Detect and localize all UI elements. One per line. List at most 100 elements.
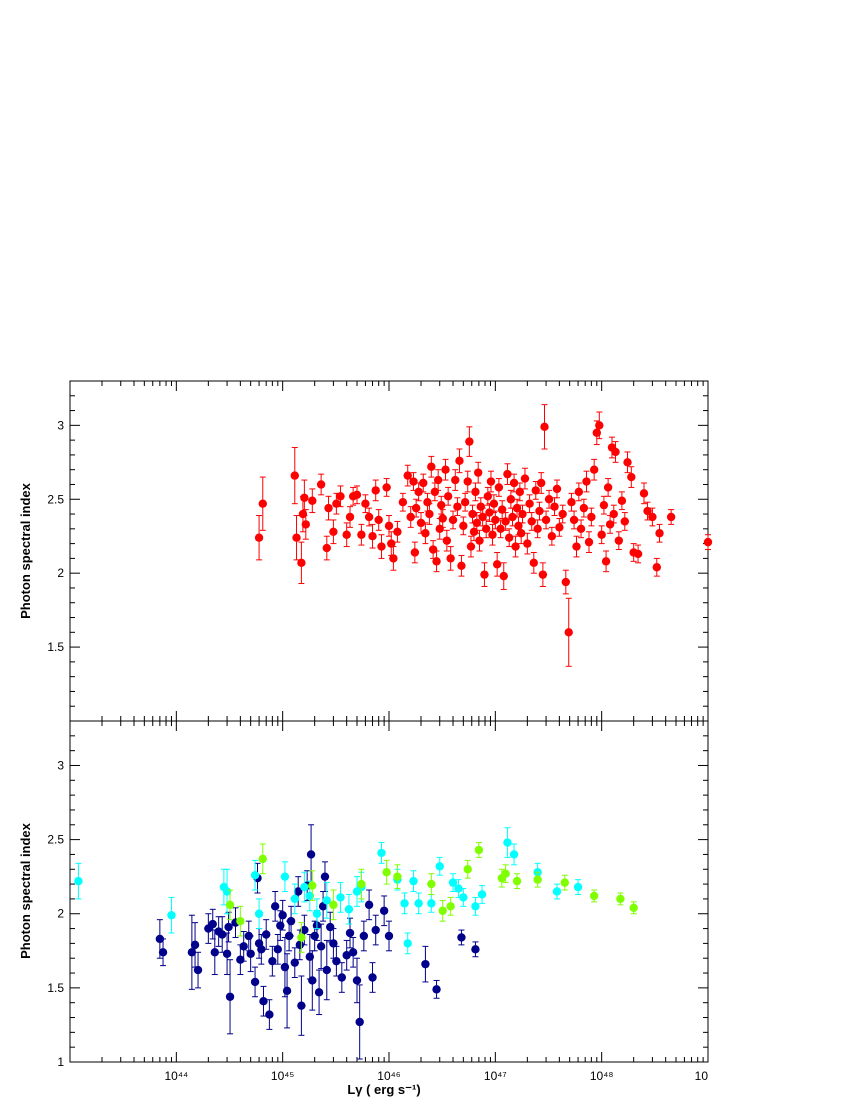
bottom-axis-ticks <box>69 720 708 1063</box>
marker <box>355 1017 364 1027</box>
data-point <box>547 526 557 546</box>
marker <box>533 524 542 534</box>
marker <box>501 869 510 878</box>
y-tick-label: 1 <box>57 1055 64 1069</box>
data-point <box>492 551 502 577</box>
data-point <box>529 551 538 574</box>
marker <box>379 906 389 915</box>
data-point <box>555 517 564 537</box>
data-point <box>509 843 519 866</box>
marker <box>250 870 260 880</box>
marker <box>398 498 408 507</box>
marker <box>218 930 227 939</box>
data-point <box>457 554 466 577</box>
marker <box>564 628 573 637</box>
marker <box>455 456 464 466</box>
data-point <box>411 498 421 518</box>
marker <box>703 537 713 547</box>
data-point <box>488 523 497 546</box>
y-tick-label: 1.5 <box>47 640 64 654</box>
data-point <box>371 479 380 502</box>
marker <box>265 1010 274 1019</box>
data-point <box>308 488 317 514</box>
marker <box>421 529 430 538</box>
data-point <box>457 929 466 946</box>
data-point <box>286 905 296 937</box>
marker <box>428 545 438 554</box>
data-point <box>352 957 362 1004</box>
marker <box>286 916 296 926</box>
data-point <box>428 540 438 559</box>
data-point <box>512 873 522 890</box>
marker <box>454 884 463 893</box>
marker <box>576 524 586 534</box>
marker <box>400 899 409 908</box>
marker <box>503 838 512 847</box>
marker <box>620 517 629 526</box>
data-point <box>448 510 458 530</box>
marker <box>337 973 347 982</box>
marker <box>605 520 615 529</box>
data-point <box>623 451 632 474</box>
data-point <box>525 494 534 514</box>
marker <box>514 521 523 531</box>
data-point <box>345 506 355 528</box>
marker <box>393 872 402 881</box>
marker <box>261 930 271 939</box>
data-point <box>465 426 474 457</box>
data-point <box>453 497 462 517</box>
x-tick-labels: 10⁴⁴ 10⁴⁵ 10⁴⁶ 10⁴⁷ 10⁴⁸ 10 <box>164 1069 708 1083</box>
data-point <box>435 856 444 876</box>
marker <box>427 879 436 889</box>
marker <box>208 919 217 929</box>
marker <box>488 530 497 539</box>
marker <box>483 492 493 501</box>
data-point <box>433 469 443 491</box>
marker <box>435 524 444 534</box>
data-point <box>225 889 235 921</box>
marker <box>280 872 290 881</box>
data-point <box>438 899 447 922</box>
marker <box>276 921 285 930</box>
data-point <box>655 523 664 543</box>
data-point <box>419 473 428 493</box>
y-tick-label: 3 <box>57 418 64 432</box>
data-point <box>332 492 341 515</box>
marker <box>579 503 589 513</box>
marker <box>639 489 649 498</box>
data-point <box>371 914 380 946</box>
data-point <box>322 535 331 561</box>
marker <box>541 515 551 525</box>
marker <box>411 503 421 513</box>
data-point <box>515 482 525 502</box>
data-point <box>435 517 444 540</box>
marker <box>290 894 299 904</box>
marker <box>382 483 391 492</box>
marker <box>414 487 423 497</box>
marker <box>222 887 232 896</box>
data-point <box>463 470 472 493</box>
marker <box>516 529 526 538</box>
marker <box>433 475 443 485</box>
data-point <box>480 562 489 587</box>
marker <box>468 509 477 519</box>
marker <box>494 483 504 492</box>
data-point <box>499 562 508 590</box>
marker <box>441 465 450 474</box>
marker <box>278 911 287 920</box>
marker <box>503 469 512 479</box>
marker <box>371 925 380 935</box>
data-point <box>193 951 203 989</box>
marker <box>472 518 482 528</box>
data-point <box>318 891 328 922</box>
data-point <box>477 885 487 904</box>
marker <box>259 997 268 1006</box>
top-plot-frame <box>69 380 709 722</box>
data-point <box>471 896 480 916</box>
marker <box>310 931 319 941</box>
marker <box>552 484 562 494</box>
x-tick-label: 10⁴⁸ <box>590 1069 614 1083</box>
y-tick-label: 2.5 <box>47 492 64 506</box>
marker <box>629 903 638 913</box>
marker <box>469 527 479 536</box>
